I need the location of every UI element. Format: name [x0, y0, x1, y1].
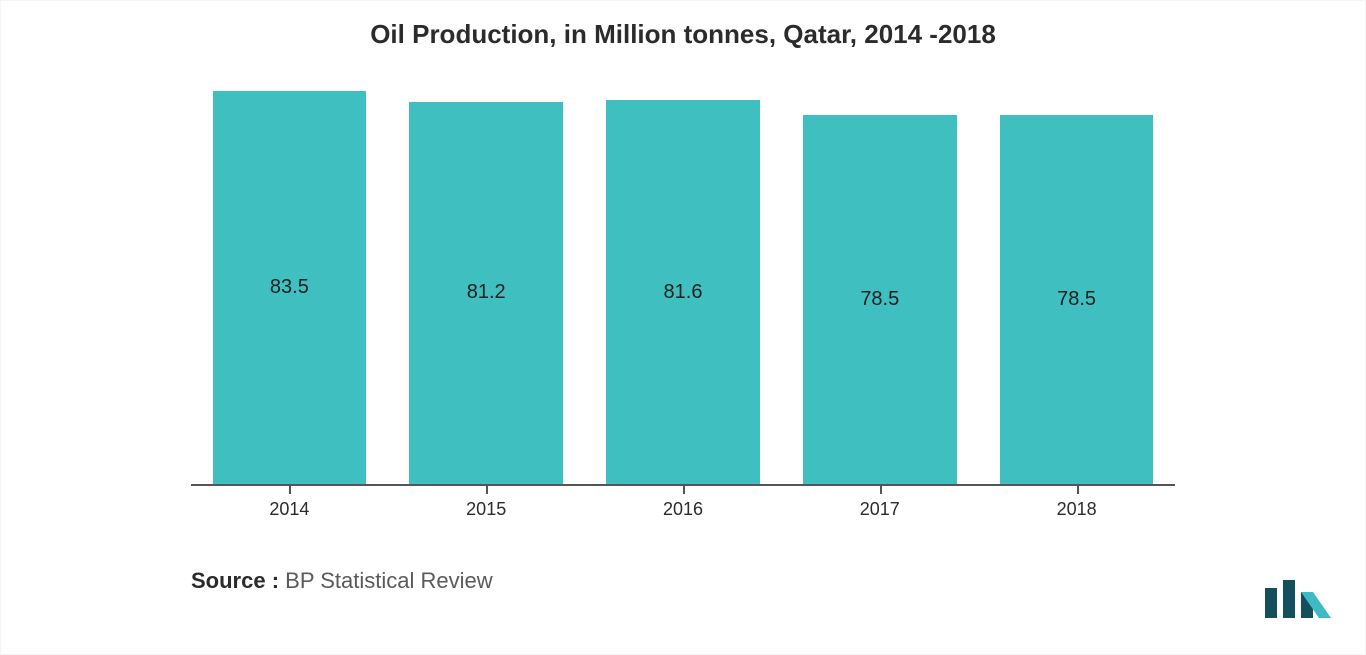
chart-title: Oil Production, in Million tonnes, Qatar… — [21, 19, 1345, 50]
mordor-logo-icon — [1263, 578, 1331, 620]
bar: 81.6 — [606, 100, 760, 484]
category-label: 2018 — [978, 499, 1175, 520]
bar-value-label: 78.5 — [860, 288, 899, 311]
chart-canvas: Oil Production, in Million tonnes, Qatar… — [0, 0, 1366, 655]
bar-slot: 83.52014 — [191, 86, 388, 484]
bar-value-label: 78.5 — [1057, 288, 1096, 311]
bar-value-label: 81.2 — [467, 281, 506, 304]
category-label: 2017 — [781, 499, 978, 520]
bar-slot: 81.22015 — [388, 86, 585, 484]
category-label: 2014 — [191, 499, 388, 520]
category-label: 2016 — [585, 499, 782, 520]
axis-tick — [289, 484, 291, 494]
axis-tick — [880, 484, 882, 494]
bar: 78.5 — [1000, 115, 1154, 484]
bar-slot: 78.52018 — [978, 86, 1175, 484]
source-text: BP Statistical Review — [285, 568, 492, 593]
source-line: Source : BP Statistical Review — [191, 568, 493, 594]
axis-tick — [486, 484, 488, 494]
bar-value-label: 83.5 — [270, 276, 309, 299]
plot-area: 83.5201481.2201581.6201678.5201778.52018 — [191, 86, 1175, 486]
bar-slot: 81.62016 — [585, 86, 782, 484]
source-label: Source : — [191, 568, 279, 593]
bar: 83.5 — [213, 91, 367, 484]
category-label: 2015 — [388, 499, 585, 520]
bar-value-label: 81.6 — [664, 281, 703, 304]
bar: 78.5 — [803, 115, 957, 484]
brand-logo — [1263, 578, 1331, 620]
bar: 81.2 — [409, 102, 563, 484]
axis-tick — [683, 484, 685, 494]
bar-slot: 78.52017 — [781, 86, 978, 484]
axis-tick — [1077, 484, 1079, 494]
